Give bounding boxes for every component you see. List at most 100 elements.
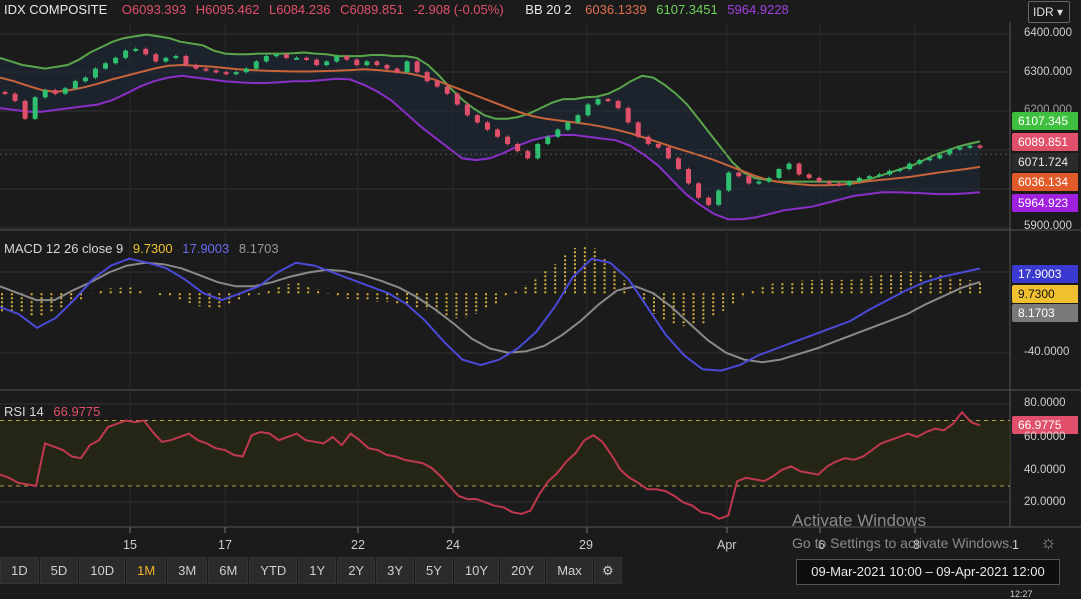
- candle: [133, 48, 139, 51]
- candle: [464, 104, 470, 116]
- candle: [113, 57, 119, 64]
- date-range-display[interactable]: 09-Mar-2021 10:00 – 09-Apr-2021 12:00: [796, 559, 1060, 585]
- candle: [897, 169, 903, 172]
- candle: [394, 68, 400, 73]
- candle: [314, 59, 320, 66]
- candle: [233, 72, 239, 75]
- rsi-tick: 80.0000: [1024, 397, 1066, 409]
- gear-icon[interactable]: ⚙: [593, 557, 622, 584]
- activate-windows-title: Activate Windows: [792, 511, 927, 530]
- candle: [404, 61, 410, 73]
- candle: [836, 183, 842, 186]
- candle: [143, 48, 149, 55]
- candle: [364, 61, 370, 66]
- range-10d-button[interactable]: 10D: [79, 557, 126, 584]
- range-2y-button[interactable]: 2Y: [337, 557, 376, 584]
- candle: [565, 122, 571, 130]
- candle: [153, 54, 159, 62]
- range-5d-button[interactable]: 5D: [39, 557, 79, 584]
- rsi-label: RSI 14: [4, 404, 44, 419]
- candle: [82, 77, 88, 82]
- candle: [706, 197, 712, 205]
- low-value: L6084.236: [269, 2, 331, 17]
- candle: [645, 136, 651, 144]
- candle: [495, 129, 501, 137]
- activate-windows-text: Go to Settings to activate Windows.: [792, 535, 1013, 551]
- range-ytd-button[interactable]: YTD: [249, 557, 298, 584]
- candle: [977, 145, 983, 148]
- candle: [686, 169, 692, 184]
- candle: [354, 59, 360, 66]
- macd-line-value: 17.9003: [182, 241, 230, 256]
- candle: [163, 57, 169, 62]
- candle: [846, 181, 852, 186]
- macd-line-tag: 17.9003: [1012, 265, 1078, 283]
- currency-select[interactable]: IDR ▾: [1028, 1, 1070, 23]
- candle: [796, 163, 802, 175]
- candle: [444, 86, 450, 94]
- range-20y-button[interactable]: 20Y: [500, 557, 546, 584]
- candle: [635, 122, 641, 137]
- candle: [193, 65, 199, 69]
- rsi-tick: 20.0000: [1024, 496, 1066, 508]
- candle: [535, 143, 541, 159]
- range-3m-button[interactable]: 3M: [167, 557, 208, 584]
- candle: [454, 93, 460, 105]
- macd-tick: -40.0000: [1024, 346, 1070, 358]
- range-1m-button[interactable]: 1M: [126, 557, 167, 584]
- candle: [484, 122, 490, 130]
- candle: [374, 61, 380, 66]
- bb-upper-tag: 6107.345: [1012, 112, 1078, 130]
- candle: [826, 181, 832, 184]
- candle: [696, 183, 702, 198]
- candle: [474, 115, 480, 123]
- candle: [575, 115, 581, 123]
- candle: [716, 190, 722, 205]
- candle: [907, 163, 913, 170]
- range-1y-button[interactable]: 1Y: [298, 557, 337, 584]
- candle: [183, 56, 189, 66]
- candle: [283, 54, 289, 58]
- candle: [876, 174, 882, 177]
- range-3y-button[interactable]: 3Y: [376, 557, 415, 584]
- price-tick: 6400.000: [1024, 27, 1072, 39]
- candle: [263, 56, 269, 62]
- candle: [816, 178, 822, 182]
- x-tick-label: Apr: [717, 538, 737, 552]
- candle: [625, 108, 631, 123]
- x-tick-label: 22: [351, 538, 365, 552]
- crosshair-tag: 6071.724: [1012, 153, 1078, 171]
- rsi-value: 66.9775: [53, 404, 101, 419]
- macd-line: [0, 257, 981, 372]
- range-10y-button[interactable]: 10Y: [453, 557, 500, 584]
- candle: [62, 88, 68, 94]
- candle: [273, 54, 279, 57]
- bb-lower-tag: 5964.923: [1012, 194, 1078, 212]
- candle: [515, 143, 521, 152]
- rsi-line: [0, 410, 981, 520]
- candle: [123, 50, 129, 58]
- high-value: H6095.462: [195, 2, 260, 17]
- candle: [173, 56, 179, 59]
- range-1d-button[interactable]: 1D: [0, 557, 39, 584]
- candle: [726, 172, 732, 191]
- chevron-down-icon: ▾: [1057, 5, 1064, 19]
- bb-mid-line: [0, 63, 981, 187]
- candle: [344, 56, 350, 60]
- range-5y-button[interactable]: 5Y: [415, 557, 453, 584]
- candle: [32, 97, 38, 119]
- x-tick-label: 8: [913, 538, 920, 552]
- symbol-name: IDX COMPOSITE: [4, 2, 108, 17]
- candle: [203, 68, 209, 71]
- macd-header: MACD 12 26 close 9 9.7300 17.9003 8.1703: [4, 241, 279, 256]
- candle: [52, 90, 58, 94]
- rsi-band: [0, 420, 1010, 487]
- range-max-button[interactable]: Max: [546, 557, 593, 584]
- candle: [655, 143, 661, 148]
- x-tick-label: 29: [579, 538, 593, 552]
- x-tick-label: 24: [446, 538, 460, 552]
- candle: [806, 174, 812, 178]
- range-6m-button[interactable]: 6M: [208, 557, 249, 584]
- candle: [776, 169, 782, 178]
